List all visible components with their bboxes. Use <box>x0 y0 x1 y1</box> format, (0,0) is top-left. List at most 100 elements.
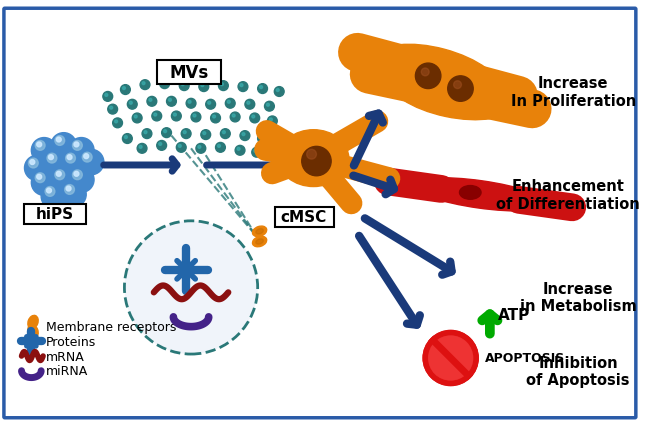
Circle shape <box>66 187 71 192</box>
Circle shape <box>24 156 50 181</box>
Circle shape <box>254 150 256 153</box>
Circle shape <box>69 167 94 193</box>
Text: Enhancement
of Differentiation: Enhancement of Differentiation <box>496 179 640 211</box>
Text: hiPS: hiPS <box>36 207 74 222</box>
Ellipse shape <box>460 186 481 200</box>
Circle shape <box>230 113 240 123</box>
Circle shape <box>31 170 57 196</box>
Circle shape <box>240 131 250 141</box>
Circle shape <box>188 101 191 104</box>
Circle shape <box>67 155 72 160</box>
Circle shape <box>186 99 196 109</box>
Circle shape <box>132 114 142 124</box>
Circle shape <box>206 100 216 110</box>
Circle shape <box>226 99 235 109</box>
Circle shape <box>222 131 226 134</box>
Text: MVs: MVs <box>169 64 209 82</box>
FancyBboxPatch shape <box>157 61 222 84</box>
Circle shape <box>55 136 65 146</box>
Circle shape <box>307 150 317 160</box>
Circle shape <box>65 185 75 195</box>
Circle shape <box>124 222 258 354</box>
Circle shape <box>267 117 277 127</box>
Circle shape <box>258 134 267 144</box>
Circle shape <box>181 83 184 86</box>
Circle shape <box>220 130 230 139</box>
Circle shape <box>140 81 150 90</box>
Circle shape <box>252 116 254 119</box>
Circle shape <box>179 81 189 91</box>
Circle shape <box>120 86 130 95</box>
Circle shape <box>245 100 254 110</box>
Circle shape <box>154 114 157 117</box>
Circle shape <box>193 115 196 118</box>
Circle shape <box>37 175 42 180</box>
Ellipse shape <box>412 178 548 211</box>
Circle shape <box>28 159 38 169</box>
Circle shape <box>134 116 137 119</box>
Circle shape <box>61 151 87 176</box>
Circle shape <box>164 130 167 133</box>
Circle shape <box>129 102 132 105</box>
FancyBboxPatch shape <box>4 9 636 418</box>
Circle shape <box>122 87 126 90</box>
Circle shape <box>139 146 142 149</box>
Circle shape <box>252 148 262 158</box>
Circle shape <box>177 143 186 153</box>
Circle shape <box>181 130 191 139</box>
Circle shape <box>199 83 209 92</box>
Circle shape <box>264 102 274 112</box>
Circle shape <box>258 84 267 94</box>
Circle shape <box>84 154 89 159</box>
Circle shape <box>73 170 82 180</box>
Circle shape <box>82 153 92 163</box>
Circle shape <box>74 172 79 177</box>
Circle shape <box>51 167 77 193</box>
Circle shape <box>149 99 152 102</box>
Text: cMSC: cMSC <box>281 210 327 225</box>
Circle shape <box>238 83 248 92</box>
Circle shape <box>108 105 118 115</box>
Circle shape <box>55 170 65 180</box>
Circle shape <box>169 99 171 102</box>
Circle shape <box>196 144 206 154</box>
Text: Inhibition
of Apoptosis: Inhibition of Apoptosis <box>526 355 630 387</box>
Circle shape <box>157 141 167 151</box>
Circle shape <box>78 150 104 176</box>
Circle shape <box>31 138 57 164</box>
Circle shape <box>41 184 67 210</box>
Circle shape <box>198 146 201 149</box>
Circle shape <box>142 83 145 86</box>
Circle shape <box>301 147 331 176</box>
Circle shape <box>105 94 108 97</box>
Circle shape <box>61 182 86 207</box>
Circle shape <box>228 101 230 104</box>
Circle shape <box>35 141 45 151</box>
Text: APOPTOSIS: APOPTOSIS <box>485 352 565 365</box>
Circle shape <box>69 138 94 164</box>
Text: Membrane receptors: Membrane receptors <box>46 320 177 334</box>
Circle shape <box>160 80 169 89</box>
Circle shape <box>46 189 52 193</box>
Circle shape <box>235 146 245 156</box>
Circle shape <box>128 100 137 110</box>
Ellipse shape <box>388 64 513 121</box>
Circle shape <box>179 145 181 148</box>
Ellipse shape <box>28 325 38 338</box>
FancyBboxPatch shape <box>275 207 334 227</box>
Circle shape <box>74 143 79 147</box>
Circle shape <box>232 115 235 118</box>
Circle shape <box>122 134 132 144</box>
Circle shape <box>218 81 228 91</box>
Circle shape <box>110 107 112 110</box>
Circle shape <box>144 131 147 134</box>
Circle shape <box>112 119 122 129</box>
Circle shape <box>260 86 262 89</box>
Text: mRNA: mRNA <box>46 350 85 363</box>
Circle shape <box>423 331 478 386</box>
Ellipse shape <box>28 316 38 329</box>
Circle shape <box>43 151 69 176</box>
Circle shape <box>213 116 216 119</box>
Circle shape <box>30 160 35 165</box>
Circle shape <box>247 102 250 105</box>
